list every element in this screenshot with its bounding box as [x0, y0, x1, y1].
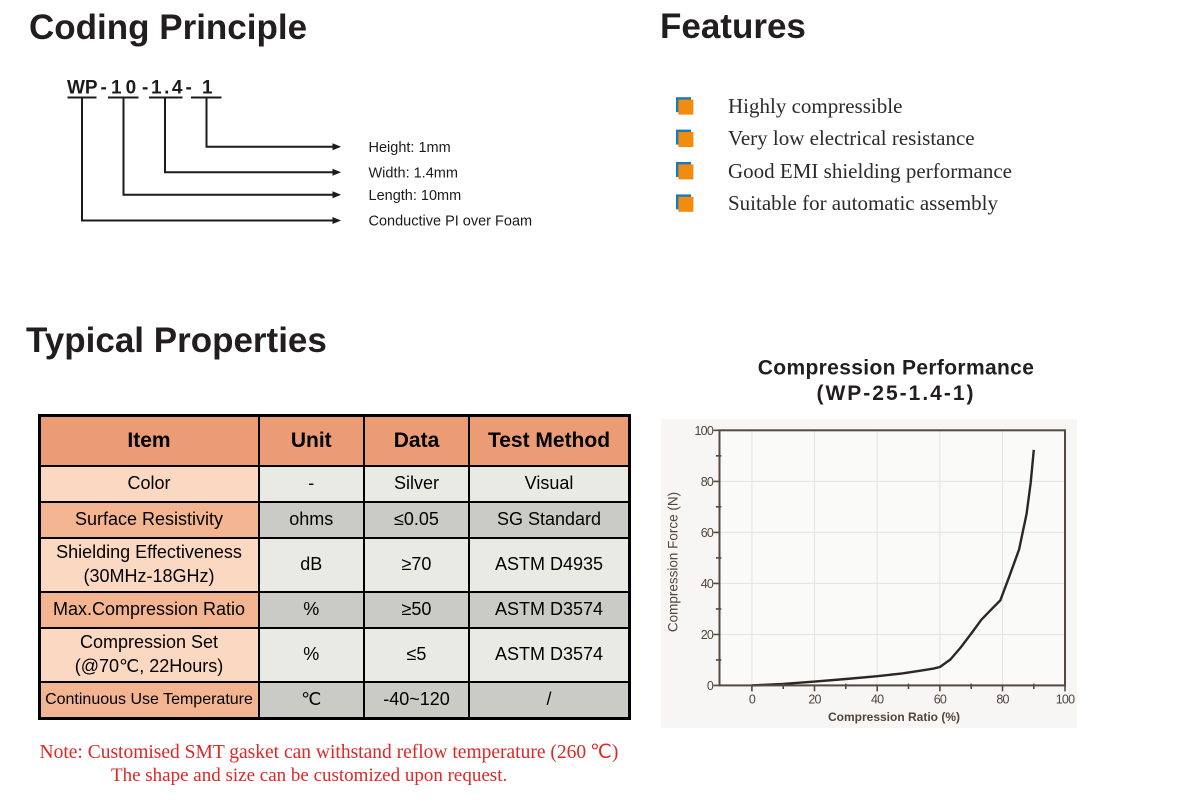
svg-text:-: -: [186, 78, 192, 99]
svg-text:Width: 1.4mm: Width: 1.4mm: [369, 166, 458, 182]
svg-text:1.4: 1.4: [151, 78, 185, 99]
svg-text:WP: WP: [67, 78, 98, 99]
svg-text:0: 0: [707, 679, 714, 693]
svg-text:40: 40: [701, 577, 714, 591]
svg-text:Compression Performance: Compression Performance: [758, 357, 1034, 380]
svg-text:Compression Force (N): Compression Force (N): [666, 492, 681, 632]
svg-text:10: 10: [111, 78, 140, 99]
svg-text:1: 1: [202, 78, 213, 99]
svg-text:80: 80: [996, 693, 1009, 707]
svg-text:Compression Ratio (%): Compression Ratio (%): [828, 710, 960, 724]
svg-text:Length: 10mm: Length: 10mm: [369, 188, 462, 204]
svg-text:(WP-25-1.4-1): (WP-25-1.4-1): [816, 382, 975, 405]
svg-text:100: 100: [695, 424, 714, 438]
svg-text:-: -: [101, 78, 107, 99]
svg-text:80: 80: [701, 475, 714, 489]
svg-text:60: 60: [701, 526, 714, 540]
svg-text:Height: 1mm: Height: 1mm: [369, 140, 451, 156]
svg-text:20: 20: [701, 628, 714, 642]
svg-text:100: 100: [1056, 693, 1075, 707]
svg-text:60: 60: [934, 693, 947, 707]
svg-text:-: -: [142, 78, 148, 99]
svg-text:0: 0: [749, 693, 756, 707]
svg-text:Conductive PI over Foam: Conductive PI over Foam: [369, 214, 533, 230]
svg-text:20: 20: [808, 693, 821, 707]
svg-text:40: 40: [871, 693, 884, 707]
